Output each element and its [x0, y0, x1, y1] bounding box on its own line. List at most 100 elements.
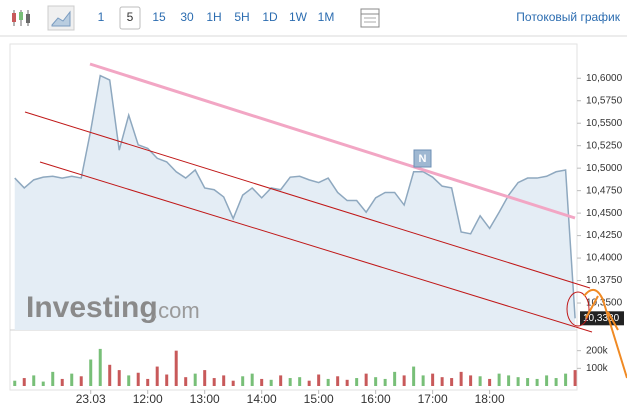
- volume-bar: [117, 370, 121, 386]
- volume-bar: [383, 378, 387, 386]
- price-tag-label: 10,3330: [583, 313, 620, 324]
- volume-bar: [526, 378, 530, 386]
- volume-bar: [60, 378, 64, 386]
- volume-bar: [497, 373, 501, 386]
- volume-bar: [51, 371, 55, 386]
- volume-bar: [288, 378, 292, 386]
- x-tick-label: 13:00: [190, 392, 220, 406]
- area-icon[interactable]: [47, 5, 75, 31]
- volume-bar: [174, 350, 178, 386]
- highlight-circle: [566, 291, 590, 327]
- volume-bar: [421, 375, 425, 386]
- volume-bar: [231, 380, 235, 386]
- plot: 10,350010,375010,400010,425010,450010,47…: [13, 73, 624, 406]
- volume-bar: [507, 375, 511, 386]
- volume-bar: [108, 364, 112, 386]
- volume-bar: [98, 348, 102, 386]
- interval-button[interactable]: 15: [152, 10, 166, 24]
- interval-button[interactable]: 5: [127, 10, 134, 24]
- volume-bar: [136, 372, 140, 386]
- volume-bar: [155, 366, 159, 386]
- volume-bar: [326, 378, 330, 386]
- volume-bar: [193, 373, 197, 386]
- volume-bar: [317, 374, 321, 386]
- volume-bar: [393, 371, 397, 386]
- volume-bar: [184, 377, 188, 386]
- y-tick-label: 200k: [586, 345, 609, 356]
- channel-line: [39, 161, 593, 333]
- volume-bar: [32, 375, 36, 386]
- volume-bar: [336, 376, 340, 386]
- y-tick-label: 10,6000: [586, 73, 623, 84]
- x-tick-label: 14:00: [247, 392, 277, 406]
- volume-bar: [89, 359, 93, 386]
- y-tick-label: 100k: [586, 363, 609, 374]
- y-tick-label: 10,5000: [586, 163, 623, 174]
- volume-bar: [488, 378, 492, 386]
- stream-chart-link[interactable]: Потоковый график: [516, 10, 620, 24]
- volume-bar: [13, 380, 17, 386]
- interval-button[interactable]: 1H: [206, 10, 221, 24]
- volume-bar: [203, 370, 207, 386]
- price-line: [14, 74, 576, 319]
- table-icon[interactable]: [360, 8, 380, 28]
- volume-bar: [298, 377, 302, 386]
- volume-bar: [279, 375, 283, 386]
- y-tick-label: 10,5500: [586, 118, 623, 129]
- volume-bar: [212, 378, 216, 386]
- y-tick-label: 10,3750: [586, 275, 623, 286]
- volume-bar: [431, 373, 435, 386]
- candles-icon[interactable]: [12, 10, 30, 26]
- volume-bar: [450, 378, 454, 386]
- forecast-arrows: [583, 289, 627, 379]
- y-tick-label: 10,5250: [586, 140, 623, 151]
- x-tick-label: 12:00: [133, 392, 163, 406]
- interval-buttons: 1 5 15 30 1H 5H 1D 1W 1M: [98, 10, 335, 24]
- volume-bar: [459, 371, 463, 386]
- watermark-suffix: .com: [152, 298, 200, 323]
- x-tick-label: 16:00: [361, 392, 391, 406]
- selected-interval-box: [119, 6, 141, 30]
- x-tick-label: 23.03: [76, 392, 106, 406]
- volume-bar: [250, 373, 254, 386]
- volume-bar: [127, 375, 131, 386]
- volume-bar: [222, 375, 226, 386]
- interval-button[interactable]: 5H: [234, 10, 249, 24]
- volume-bar: [469, 375, 473, 386]
- interval-button[interactable]: 1D: [262, 10, 278, 24]
- y-tick-label: 10,4000: [586, 253, 623, 264]
- news-marker-box[interactable]: [413, 149, 432, 168]
- volume-bar: [355, 378, 359, 386]
- plot-frame: [9, 43, 578, 391]
- volume-bar: [564, 373, 568, 386]
- volume-bar: [554, 378, 558, 386]
- volume-bar: [70, 373, 74, 386]
- trend-line: [89, 62, 576, 220]
- x-tick-label: 17:00: [418, 392, 448, 406]
- interval-button[interactable]: 1M: [318, 10, 335, 24]
- interval-button[interactable]: 1W: [289, 10, 308, 24]
- y-tick-label: 10,4750: [586, 185, 623, 196]
- volume-bar: [307, 380, 311, 386]
- volume-bar: [516, 377, 520, 386]
- volume-bar: [41, 381, 45, 386]
- volume-bar: [22, 378, 26, 386]
- volume-bar: [241, 376, 245, 386]
- volume-bar: [374, 377, 378, 386]
- volume-bar: [545, 375, 549, 386]
- y-tick-label: 10,4250: [586, 230, 623, 241]
- volume-bar: [573, 370, 577, 386]
- interval-button[interactable]: 1: [98, 10, 105, 24]
- volume-bar: [79, 376, 83, 386]
- volume-bar: [165, 374, 169, 386]
- news-marker[interactable]: N: [419, 153, 427, 165]
- interval-button[interactable]: 30: [180, 10, 194, 24]
- volume-bar: [345, 379, 349, 386]
- volume-bar: [260, 378, 264, 386]
- x-tick-label: 15:00: [304, 392, 334, 406]
- volume-bar: [402, 375, 406, 386]
- watermark: Investing .com: [26, 291, 200, 324]
- volume-bar: [440, 377, 444, 386]
